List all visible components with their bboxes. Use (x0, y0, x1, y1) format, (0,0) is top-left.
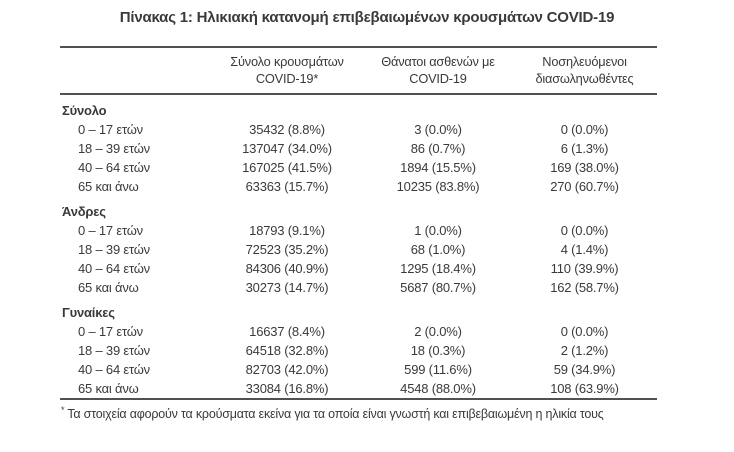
deaths-cell: 86 (0.7%) (410, 141, 466, 156)
deaths-cell: 18 (0.3%) (410, 343, 466, 358)
intubated-cell: 110 (39.9%) (550, 261, 619, 276)
col-header-cases: Σύνολο κρουσμάτων COVID-19* (210, 47, 364, 95)
deaths-cell: 1 (0.0%) (414, 223, 462, 238)
intubated-cell: 0 (0.0%) (560, 223, 609, 238)
deaths-cell: 2 (0.0%) (414, 324, 462, 339)
intubated-cell: 169 (38.0%) (550, 160, 619, 175)
col-header-intubated-line2: διασωληνωθέντες (535, 71, 634, 86)
footnote-asterisk: * (61, 405, 65, 415)
col-header-cases-line1: Σύνολο κρουσμάτων (230, 54, 344, 69)
deaths-cell: 3 (0.0%) (414, 122, 462, 137)
table-row: 65 και άνω 30273 (14.7%) 5687 (80.7%) 16… (60, 278, 657, 297)
cases-cell: 33084 (16.8%) (245, 381, 329, 396)
cases-cell: 82703 (42.0%) (245, 362, 329, 377)
deaths-cell: 10235 (83.8%) (396, 179, 480, 194)
intubated-cell: 2 (1.2%) (560, 343, 609, 358)
table-row: 40 – 64 ετών 82703 (42.0%) 599 (11.6%) 5… (60, 360, 657, 379)
row-label: 0 – 17 ετών (78, 223, 143, 238)
header-empty-cell (60, 47, 210, 95)
intubated-cell: 162 (58.7%) (550, 280, 619, 295)
intubated-cell: 0 (0.0%) (560, 324, 609, 339)
section-label-total: Σύνολο (62, 103, 107, 118)
col-header-deaths: Θάνατοι ασθενών με COVID-19 (364, 47, 512, 95)
table-row: 65 και άνω 63363 (15.7%) 10235 (83.8%) 2… (60, 177, 657, 196)
table-row: 18 – 39 ετών 64518 (32.8%) 18 (0.3%) 2 (… (60, 341, 657, 360)
table-row: 40 – 64 ετών 167025 (41.5%) 1894 (15.5%)… (60, 158, 657, 177)
row-label: 0 – 17 ετών (78, 122, 143, 137)
page-title: Πίνακας 1: Ηλικιακή κατανομή επιβεβαιωμέ… (119, 9, 615, 26)
deaths-cell: 68 (1.0%) (410, 242, 466, 257)
row-label: 40 – 64 ετών (78, 261, 150, 276)
cases-cell: 63363 (15.7%) (245, 179, 329, 194)
table-row: 65 και άνω 33084 (16.8%) 4548 (88.0%) 10… (60, 379, 657, 399)
cases-cell: 72523 (35.2%) (245, 242, 329, 257)
table-row: 18 – 39 ετών 72523 (35.2%) 68 (1.0%) 4 (… (60, 240, 657, 259)
row-label: 18 – 39 ετών (78, 343, 150, 358)
row-label: 0 – 17 ετών (78, 324, 143, 339)
section-header-row: Γυναίκες (60, 297, 657, 322)
footnote: * Τα στοιχεία αφορούν τα κρούσματα εκείνα… (61, 405, 734, 421)
table-row: 18 – 39 ετών 137047 (34.0%) 86 (0.7%) 6 … (60, 139, 657, 158)
row-label: 18 – 39 ετών (78, 242, 150, 257)
intubated-cell: 6 (1.3%) (560, 141, 609, 156)
row-label: 40 – 64 ετών (78, 160, 150, 175)
covid-age-distribution-table: Σύνολο κρουσμάτων COVID-19* Θάνατοι ασθε… (60, 46, 657, 400)
cases-cell: 30273 (14.7%) (245, 280, 329, 295)
section-header-row: Σύνολο (60, 94, 657, 120)
row-label: 40 – 64 ετών (78, 362, 150, 377)
col-header-cases-line2: COVID-19* (255, 71, 319, 86)
section-label-women: Γυναίκες (62, 305, 115, 320)
intubated-cell: 270 (60.7%) (550, 179, 619, 194)
intubated-cell: 59 (34.9%) (553, 362, 616, 377)
col-header-intubated: Νοσηλευόμενοι διασωληνωθέντες (512, 47, 657, 95)
table-row: 0 – 17 ετών 18793 (9.1%) 1 (0.0%) 0 (0.0… (60, 221, 657, 240)
col-header-deaths-line1: Θάνατοι ασθενών με (381, 54, 495, 69)
table-row: 0 – 17 ετών 16637 (8.4%) 2 (0.0%) 0 (0.0… (60, 322, 657, 341)
cases-cell: 16637 (8.4%) (249, 324, 325, 339)
cases-cell: 167025 (41.5%) (242, 160, 332, 175)
deaths-cell: 599 (11.6%) (404, 362, 472, 377)
deaths-cell: 5687 (80.7%) (400, 280, 476, 295)
cases-cell: 18793 (9.1%) (249, 223, 325, 238)
col-header-intubated-line1: Νοσηλευόμενοι (542, 54, 627, 69)
deaths-cell: 1894 (15.5%) (400, 160, 476, 175)
row-label: 65 και άνω (78, 280, 139, 295)
row-label: 65 και άνω (78, 381, 139, 396)
header-row: Σύνολο κρουσμάτων COVID-19* Θάνατοι ασθε… (60, 47, 657, 95)
row-label: 18 – 39 ετών (78, 141, 150, 156)
deaths-cell: 1295 (18.4%) (400, 261, 476, 276)
cases-cell: 64518 (32.8%) (245, 343, 329, 358)
footnote-text: Τα στοιχεία αφορούν τα κρούσματα εκείνα … (67, 407, 604, 422)
deaths-cell: 4548 (88.0%) (400, 381, 476, 396)
table-row: 0 – 17 ετών 35432 (8.8%) 3 (0.0%) 0 (0.0… (60, 120, 657, 139)
row-label: 65 και άνω (78, 179, 139, 194)
intubated-cell: 0 (0.0%) (560, 122, 609, 137)
intubated-cell: 4 (1.4%) (560, 242, 609, 257)
cases-cell: 137047 (34.0%) (242, 141, 332, 156)
cases-cell: 84306 (40.9%) (245, 261, 329, 276)
intubated-cell: 108 (63.9%) (550, 381, 619, 396)
col-header-deaths-line2: COVID-19 (409, 71, 467, 86)
table-row: 40 – 64 ετών 84306 (40.9%) 1295 (18.4%) … (60, 259, 657, 278)
section-header-row: Άνδρες (60, 196, 657, 221)
cases-cell: 35432 (8.8%) (249, 122, 325, 137)
section-label-men: Άνδρες (62, 204, 106, 219)
